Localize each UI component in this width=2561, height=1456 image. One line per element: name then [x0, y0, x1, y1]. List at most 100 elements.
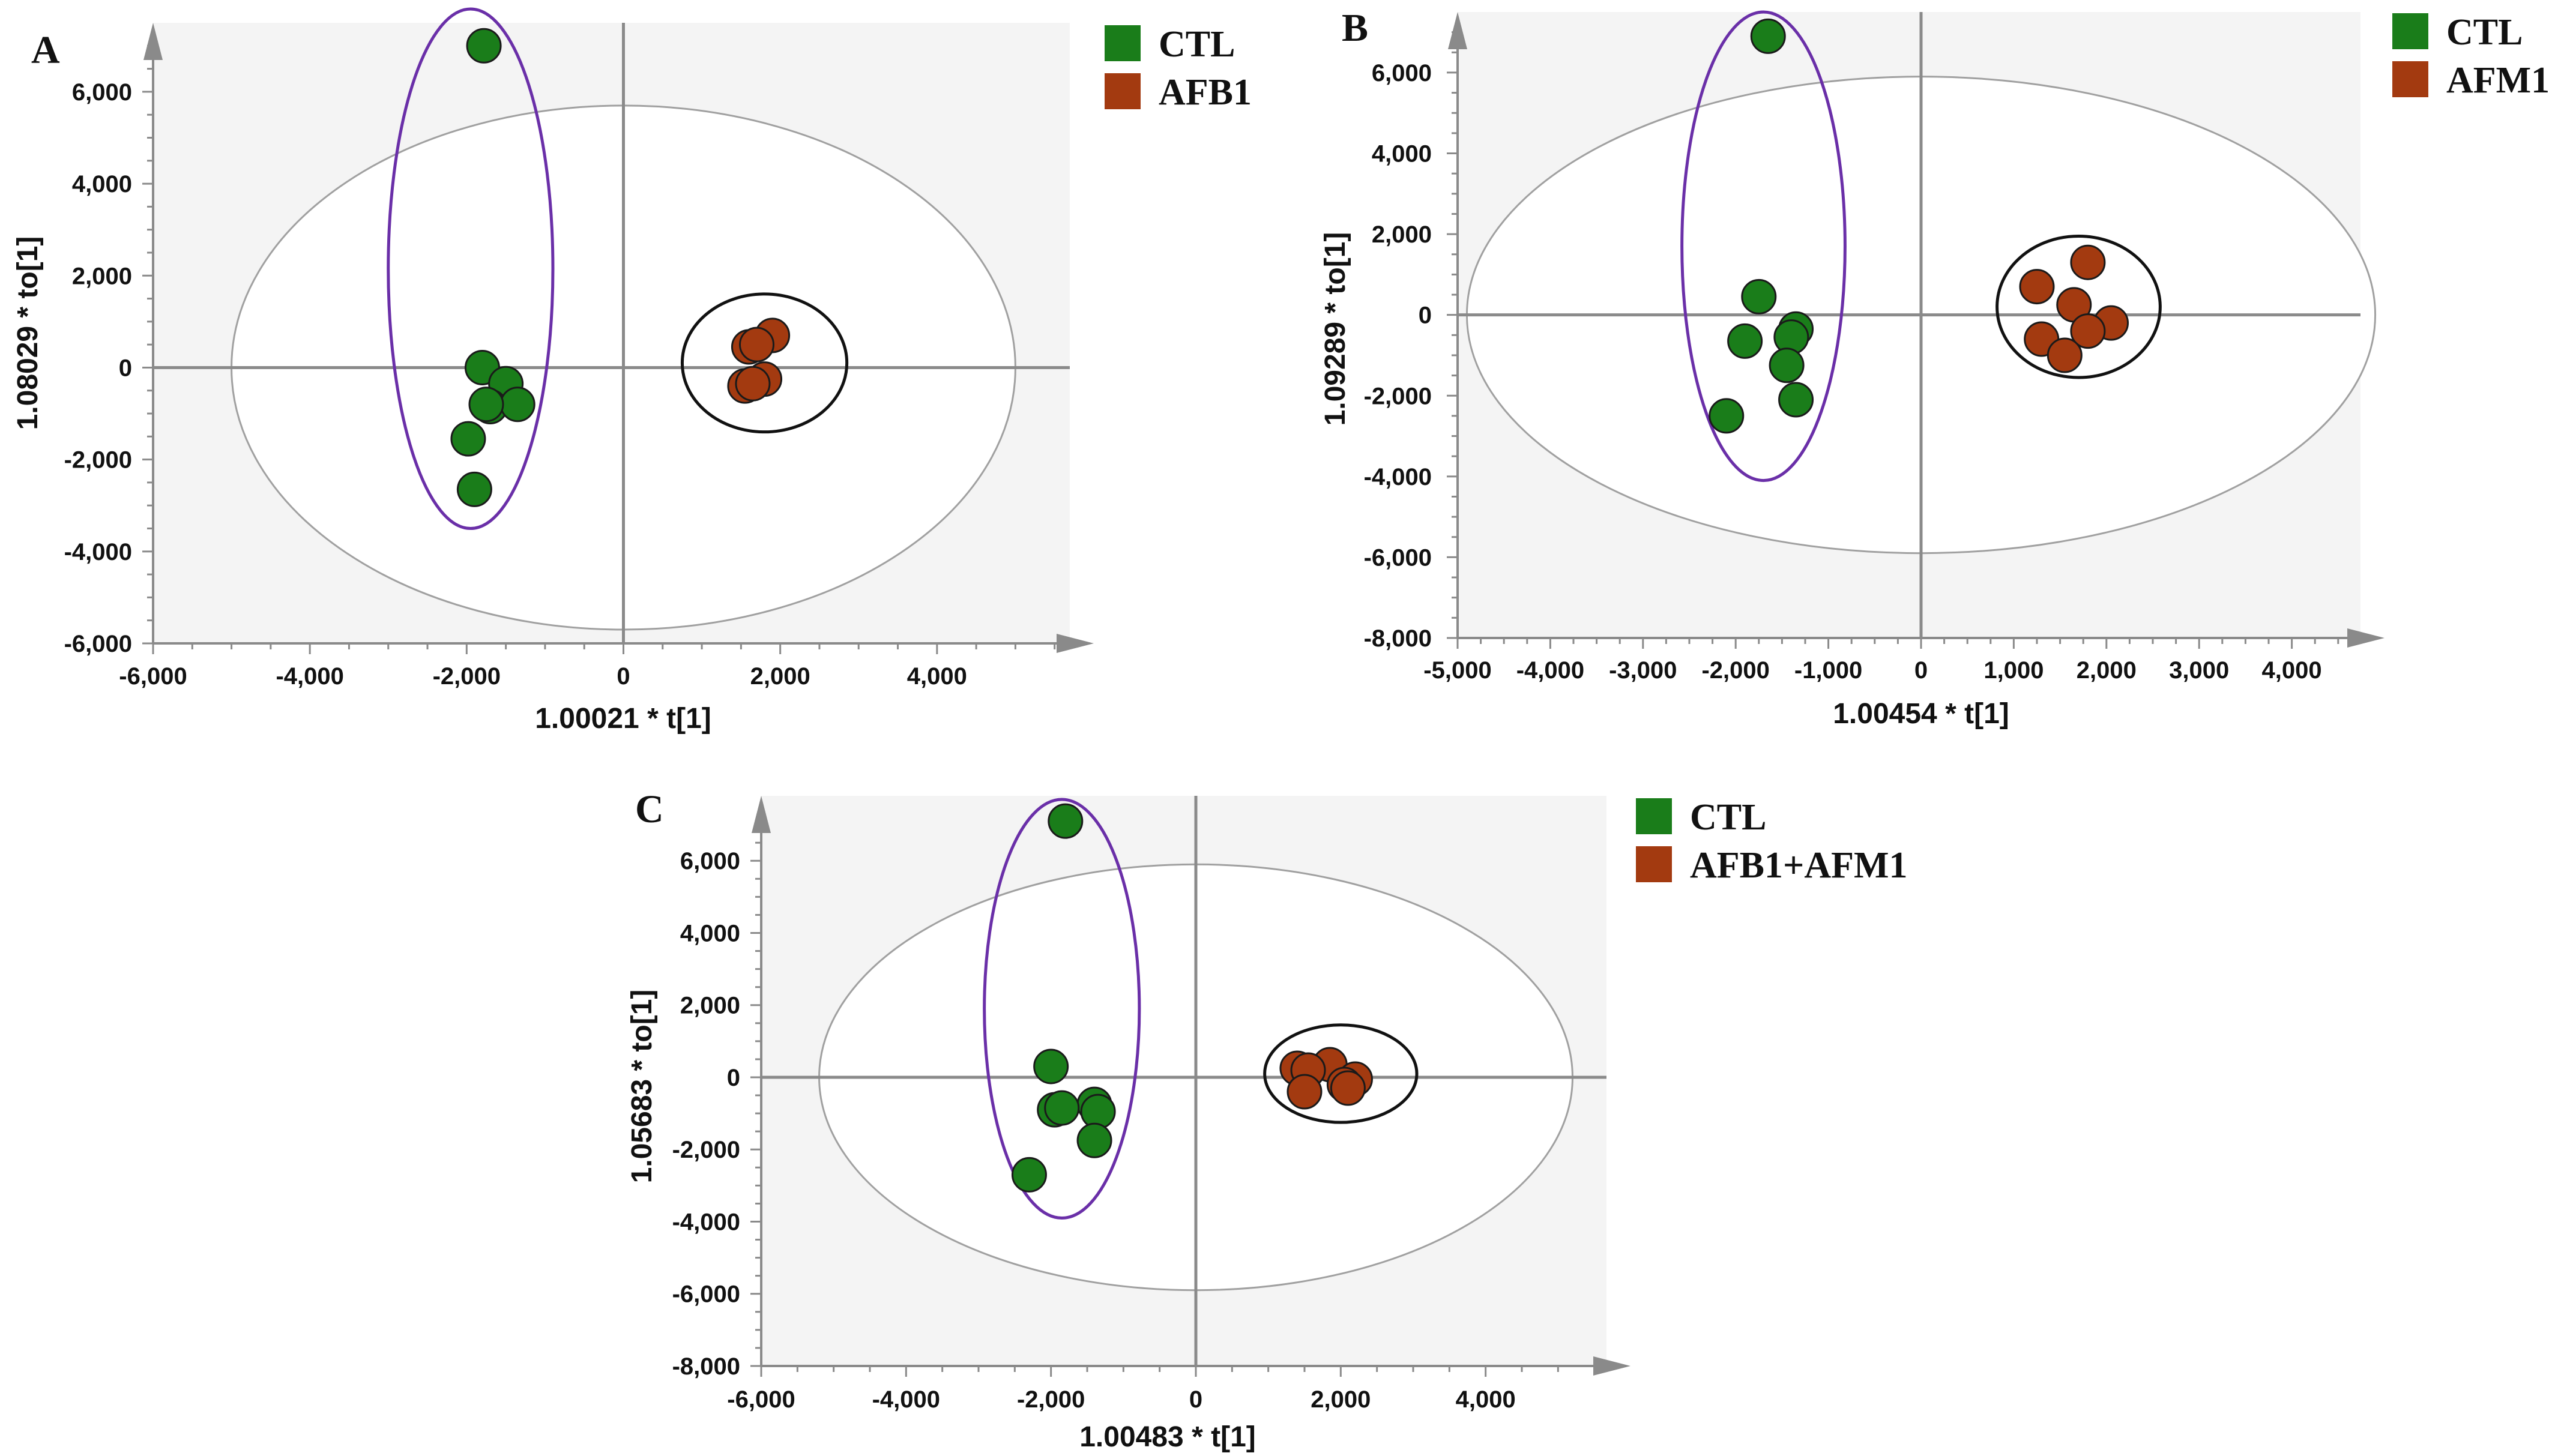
group-ellipse-ctl — [983, 798, 1141, 1220]
series-afm1 — [2019, 244, 2129, 373]
legend-label: AFM1 — [2446, 60, 2550, 101]
data-point[interactable] — [1330, 1070, 1366, 1106]
legend: CTL AFB1+AFM1 — [1636, 797, 1908, 886]
data-point[interactable] — [1048, 803, 1084, 839]
series-afb1 — [727, 317, 791, 404]
x-tick-label: 2,000 — [1311, 1386, 1371, 1413]
data-point[interactable] — [466, 28, 502, 64]
legend-label: AFB1 — [1159, 72, 1252, 113]
panel-letter: C — [635, 787, 664, 831]
data-point[interactable] — [1709, 398, 1745, 434]
legend-swatch — [2392, 61, 2428, 97]
x-tick-label: 1,000 — [1983, 657, 2044, 684]
x-axis-title: 1.00483 * t[1] — [1079, 1421, 1256, 1453]
x-tick-label: -3,000 — [1609, 657, 1677, 684]
data-point[interactable] — [1769, 347, 1805, 384]
data-point[interactable] — [468, 387, 504, 423]
y-tick-label: 2,000 — [680, 993, 740, 1019]
y-tick-label: -2,000 — [672, 1137, 740, 1163]
y-tick-label: 2,000 — [72, 263, 132, 289]
data-point[interactable] — [1076, 1122, 1112, 1158]
y-tick-label: -8,000 — [672, 1353, 740, 1380]
group-ellipse-afb1 — [680, 292, 849, 434]
x-tick-label: 0 — [1914, 657, 1928, 684]
y-tick-label: 6,000 — [680, 848, 740, 874]
group-ellipse-afb1-afm1 — [1263, 1023, 1419, 1124]
data-point[interactable] — [735, 366, 771, 402]
y-tick-label: 4,000 — [1372, 141, 1432, 167]
x-tick-label: 4,000 — [1456, 1386, 1516, 1413]
legend-label: CTL — [1690, 797, 1766, 838]
x-tick-label: -5,000 — [1423, 657, 1491, 684]
y-tick-label: -2,000 — [64, 447, 132, 474]
legend-swatch — [1105, 73, 1141, 109]
x-tick-label: 2,000 — [2077, 657, 2137, 684]
legend-swatch — [1105, 25, 1141, 61]
data-point[interactable] — [1778, 382, 1814, 418]
y-axis-title: 1.09289 * to[1] — [1320, 232, 1351, 426]
y-tick-label: 2,000 — [1372, 221, 1432, 248]
x-tick-label: -6,000 — [119, 663, 187, 690]
legend-swatch — [1636, 846, 1672, 882]
y-tick-label: 6,000 — [72, 79, 132, 106]
data-point[interactable] — [2070, 313, 2106, 349]
data-point[interactable] — [450, 421, 486, 457]
data-point[interactable] — [2070, 244, 2106, 280]
data-point[interactable] — [1011, 1157, 1047, 1193]
y-tick-label: 0 — [1419, 302, 1432, 329]
legend-label: AFB1+AFM1 — [1690, 845, 1908, 886]
y-tick-label: -2,000 — [1364, 383, 1432, 409]
x-tick-label: 0 — [617, 663, 630, 690]
y-tick-label: -6,000 — [64, 631, 132, 657]
x-tick-label: -2,000 — [433, 663, 501, 690]
y-tick-label: 4,000 — [72, 171, 132, 197]
group-ellipse-afm1 — [1995, 234, 2162, 379]
data-point[interactable] — [456, 471, 492, 507]
data-point[interactable] — [1750, 18, 1786, 54]
legend-swatch — [1636, 798, 1672, 834]
y-tick-label: 4,000 — [680, 920, 740, 946]
panel-letter: B — [1342, 6, 1368, 50]
group-ellipse-ctl — [387, 7, 555, 531]
data-point[interactable] — [738, 326, 774, 362]
data-point[interactable] — [1727, 323, 1763, 359]
x-axis-arrow — [1593, 1356, 1630, 1376]
series-ctl — [1709, 18, 1814, 434]
x-axis-title: 1.00021 * t[1] — [535, 703, 711, 735]
x-tick-label: 2,000 — [750, 663, 810, 690]
legend-label: CTL — [2446, 12, 2523, 53]
data-point[interactable] — [2019, 269, 2055, 305]
series-afb1-afm1 — [1279, 1047, 1373, 1110]
x-tick-label: -4,000 — [872, 1386, 940, 1413]
series-ctl — [450, 28, 535, 507]
data-point[interactable] — [1287, 1074, 1323, 1110]
y-tick-label: -8,000 — [1364, 625, 1432, 652]
legend: CTL AFM1 — [2392, 12, 2550, 101]
y-tick-label: -4,000 — [64, 539, 132, 565]
y-tick-label: -4,000 — [1364, 464, 1432, 490]
x-tick-label: 3,000 — [2169, 657, 2229, 684]
x-axis-title: 1.00454 * t[1] — [1833, 698, 2009, 730]
x-tick-label: -4,000 — [276, 663, 343, 690]
y-axis-arrow — [143, 23, 163, 60]
y-axis-title: 1.08029 * to[1] — [12, 236, 44, 430]
data-point[interactable] — [1044, 1090, 1080, 1126]
panel-b: -5,000 -4,000 -3,000 -2,000 -1,000 0 1,000 2,00… — [1320, 6, 2550, 730]
y-tick-label: 0 — [119, 355, 132, 381]
data-point[interactable] — [1033, 1048, 1069, 1084]
y-tick-label: 0 — [727, 1065, 740, 1091]
y-axis-arrow — [752, 796, 771, 833]
x-axis-arrow — [1057, 634, 1094, 653]
legend-swatch — [2392, 13, 2428, 49]
y-axis-arrow — [1448, 12, 1467, 49]
x-tick-label: -1,000 — [1794, 657, 1862, 684]
data-point[interactable] — [2047, 337, 2083, 373]
data-point[interactable] — [1741, 278, 1777, 314]
y-tick-label: -6,000 — [1364, 544, 1432, 571]
x-tick-label: -2,000 — [1701, 657, 1769, 684]
y-tick-label: -4,000 — [672, 1209, 740, 1235]
x-axis-arrow — [2347, 628, 2385, 648]
data-point[interactable] — [499, 387, 535, 423]
x-tick-label: 4,000 — [2262, 657, 2322, 684]
y-axis-title: 1.05683 * to[1] — [626, 990, 658, 1184]
